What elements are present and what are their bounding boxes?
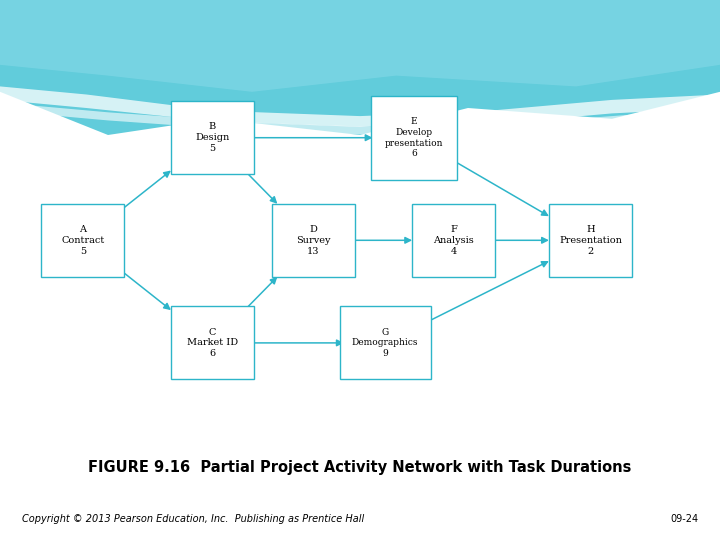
Text: G
Demographics
9: G Demographics 9 — [352, 328, 418, 358]
Bar — [371, 96, 457, 180]
Bar — [171, 306, 254, 379]
Bar — [42, 204, 125, 276]
Text: A
Contract
5: A Contract 5 — [61, 225, 104, 255]
Bar — [340, 306, 431, 379]
Bar — [549, 204, 632, 276]
Bar — [272, 204, 355, 276]
Bar — [412, 204, 495, 276]
Polygon shape — [0, 86, 720, 127]
Text: E
Develop
presentation
6: E Develop presentation 6 — [384, 117, 444, 158]
Polygon shape — [0, 0, 720, 135]
Text: FIGURE 9.16  Partial Project Activity Network with Task Durations: FIGURE 9.16 Partial Project Activity Net… — [89, 460, 631, 475]
Polygon shape — [0, 0, 720, 92]
Text: C
Market ID
6: C Market ID 6 — [186, 328, 238, 358]
Text: F
Analysis
4: F Analysis 4 — [433, 225, 474, 255]
Text: H
Presentation
2: H Presentation 2 — [559, 225, 622, 255]
Text: D
Survey
13: D Survey 13 — [296, 225, 330, 255]
Polygon shape — [0, 103, 720, 135]
Text: B
Design
5: B Design 5 — [195, 123, 230, 153]
Text: 09-24: 09-24 — [670, 515, 698, 524]
Text: Copyright © 2013 Pearson Education, Inc.  Publishing as Prentice Hall: Copyright © 2013 Pearson Education, Inc.… — [22, 515, 364, 524]
Bar — [171, 102, 254, 174]
